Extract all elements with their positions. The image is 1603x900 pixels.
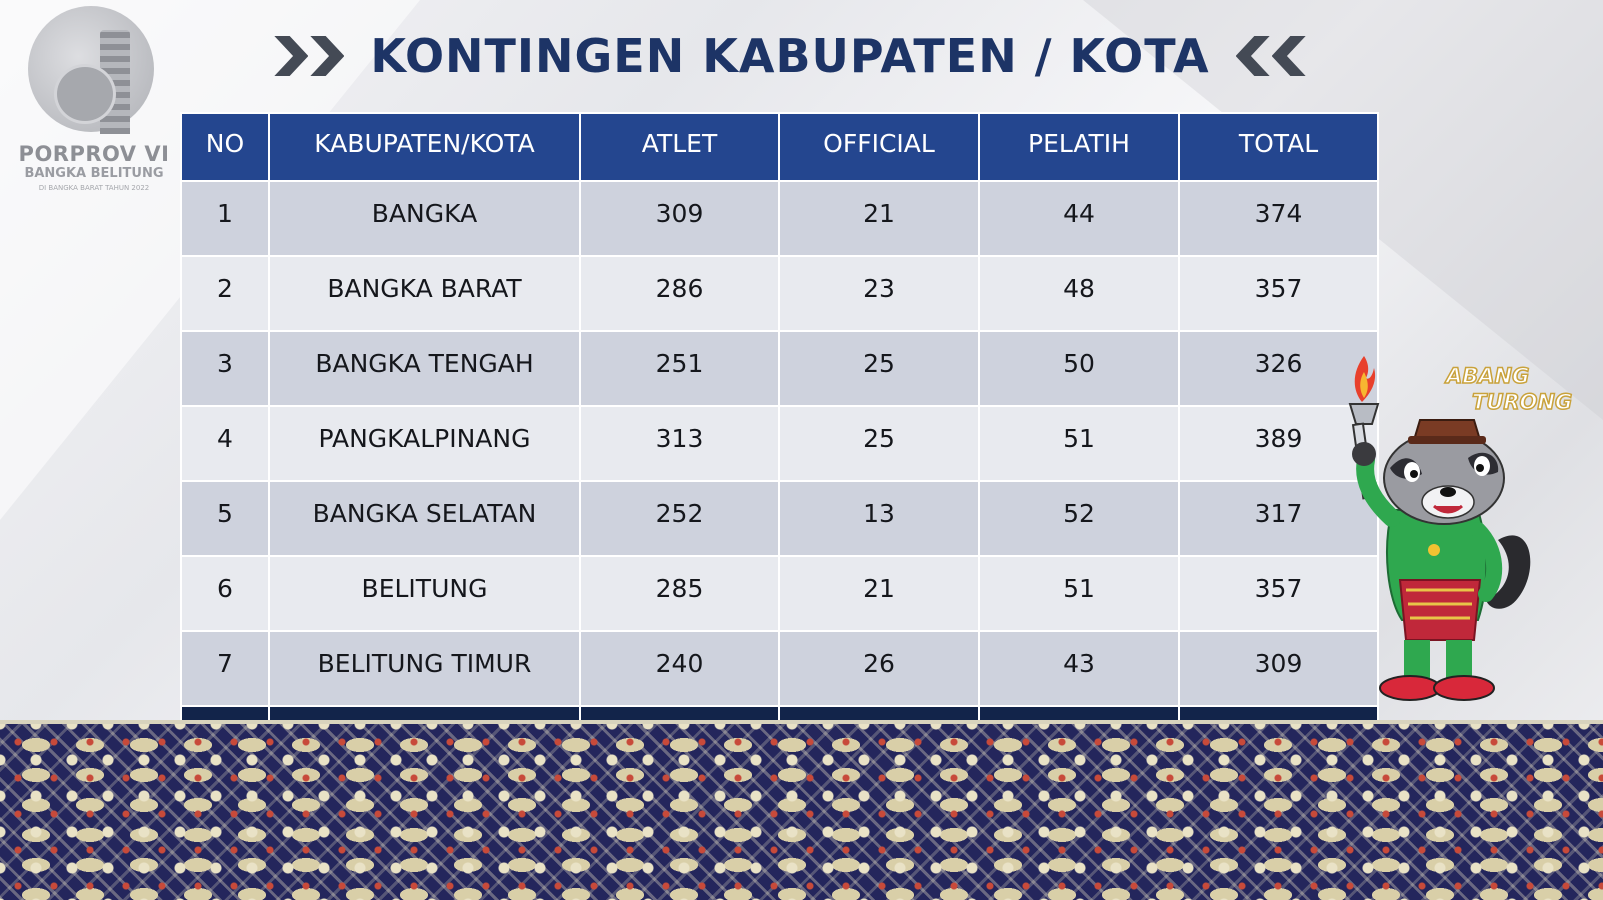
mascot-name-line2: TURONG: [1471, 389, 1573, 415]
cell-pelatih: 52: [978, 480, 1180, 557]
header-pelatih: PELATIH: [978, 112, 1180, 182]
cell-pelatih: 43: [978, 630, 1180, 707]
cell-atlet: 240: [579, 630, 780, 707]
mascot-name-line1: ABANG: [1445, 363, 1530, 389]
mascot-face-icon: [54, 64, 116, 124]
contingent-table-wrapper: NO KABUPATEN/KOTA ATLET OFFICIAL PELATIH…: [180, 112, 1379, 782]
cell-pelatih: 51: [978, 555, 1180, 632]
header-official: OFFICIAL: [778, 112, 980, 182]
cell-kabupaten: BANGKA SELATAN: [268, 480, 581, 557]
cell-official: 23: [778, 255, 980, 332]
contingent-table: NO KABUPATEN/KOTA ATLET OFFICIAL PELATIH…: [180, 112, 1379, 782]
cell-official: 25: [778, 330, 980, 407]
header-kabupaten: KABUPATEN/KOTA: [268, 112, 581, 182]
cell-official: 13: [778, 480, 980, 557]
cell-official: 21: [778, 180, 980, 257]
cell-no: 1: [180, 180, 270, 257]
cell-total: 326: [1178, 330, 1379, 407]
mascot-body-icon: [1352, 442, 1503, 701]
table-header-row: NO KABUPATEN/KOTA ATLET OFFICIAL PELATIH…: [180, 112, 1379, 182]
page-title: KONTINGEN KABUPATEN / KOTA: [274, 20, 1306, 92]
mascot-head-icon: [1383, 419, 1505, 525]
cell-no: 7: [180, 630, 270, 707]
cell-total: 309: [1178, 630, 1379, 707]
cell-kabupaten: BANGKA TENGAH: [268, 330, 581, 407]
chevron-left-icon: [1235, 36, 1306, 76]
cell-no: 3: [180, 330, 270, 407]
batik-border-edge: [0, 720, 1603, 726]
cell-atlet: 309: [579, 180, 780, 257]
header-no: NO: [180, 112, 270, 182]
cell-no: 4: [180, 405, 270, 482]
chevron-right-icon: [274, 36, 345, 76]
cell-total: 317: [1178, 480, 1379, 557]
cell-kabupaten: BELITUNG TIMUR: [268, 630, 581, 707]
cell-atlet: 251: [579, 330, 780, 407]
cell-pelatih: 44: [978, 180, 1180, 257]
mascot-illustration: [1348, 356, 1531, 701]
table-row: 6 BELITUNG 285 21 51 357: [180, 555, 1379, 632]
mascot-tail-icon: [1486, 535, 1531, 609]
header-total: TOTAL: [1178, 112, 1379, 182]
cell-atlet: 252: [579, 480, 780, 557]
logo-subtitle: BANGKA BELITUNG: [24, 166, 164, 181]
table-row: 5 BANGKA SELATAN 252 13 52 317: [180, 480, 1379, 557]
table-row: 7 BELITUNG TIMUR 240 26 43 309: [180, 630, 1379, 707]
batik-pattern-footer: [0, 724, 1603, 900]
cell-atlet: 285: [579, 555, 780, 632]
header-atlet: ATLET: [579, 112, 780, 182]
cell-total: 389: [1178, 405, 1379, 482]
cell-kabupaten: BELITUNG: [268, 555, 581, 632]
table-row: 2 BANGKA BARAT 286 23 48 357: [180, 255, 1379, 332]
cell-official: 21: [778, 555, 980, 632]
cell-total: 374: [1178, 180, 1379, 257]
cell-kabupaten: BANGKA: [268, 180, 581, 257]
cell-total: 357: [1178, 255, 1379, 332]
cell-pelatih: 50: [978, 330, 1180, 407]
cell-pelatih: 51: [978, 405, 1180, 482]
cell-no: 6: [180, 555, 270, 632]
cell-total: 357: [1178, 555, 1379, 632]
table-row: 3 BANGKA TENGAH 251 25 50 326: [180, 330, 1379, 407]
cell-kabupaten: BANGKA BARAT: [268, 255, 581, 332]
cell-no: 5: [180, 480, 270, 557]
cell-official: 26: [778, 630, 980, 707]
cell-official: 25: [778, 405, 980, 482]
cell-kabupaten: PANGKALPINANG: [268, 405, 581, 482]
porprov-logo: PORPROV VI BANGKA BELITUNG DI BANGKA BAR…: [8, 4, 178, 194]
cell-no: 2: [180, 255, 270, 332]
logo-tagline: DI BANGKA BARAT TAHUN 2022: [38, 184, 150, 192]
cell-atlet: 286: [579, 255, 780, 332]
logo-name: PORPROV VI: [18, 142, 170, 166]
table-row: 1 BANGKA 309 21 44 374: [180, 180, 1379, 257]
cell-atlet: 313: [579, 405, 780, 482]
title-text: KONTINGEN KABUPATEN / KOTA: [370, 29, 1210, 83]
table-row: 4 PANGKALPINANG 313 25 51 389: [180, 405, 1379, 482]
cell-pelatih: 48: [978, 255, 1180, 332]
